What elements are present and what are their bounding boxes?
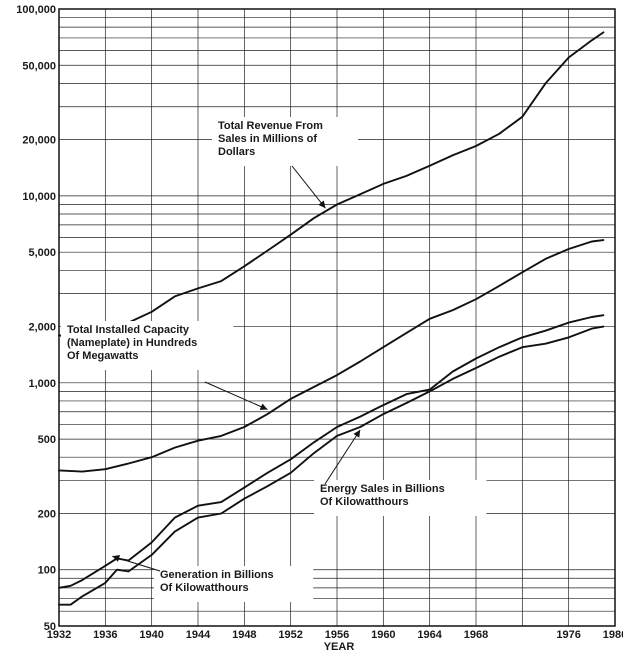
- y-tick-label: 100,000: [16, 4, 56, 16]
- annotation-generation-line: Generation in Billions: [160, 569, 274, 581]
- x-tick-label: 1940: [139, 629, 163, 641]
- annotation-arrowhead-generation: [112, 555, 121, 562]
- x-tick-label: 1956: [325, 629, 349, 641]
- y-tick-label: 200: [38, 508, 56, 520]
- x-tick-label: 1976: [556, 629, 580, 641]
- y-tick-label: 10,000: [22, 191, 56, 203]
- x-tick-label: 1980: [603, 629, 623, 641]
- series-line-energy: [58, 325, 605, 606]
- annotation-revenue-line: Total Revenue From: [218, 120, 323, 132]
- annotation-capacity-line: Of Megawatts: [67, 350, 139, 362]
- annotation-box-revenue: [212, 117, 358, 166]
- y-tick-label: 1,000: [28, 378, 56, 390]
- y-tick-label: 50: [44, 621, 56, 633]
- series-line-revenue: [58, 31, 605, 340]
- annotation-arrowhead-revenue: [318, 200, 326, 209]
- annotation-generation-line: Of Kilowatthours: [160, 582, 249, 594]
- annotation-leader-energy: [324, 429, 361, 485]
- annotation-leader-generation: [112, 555, 161, 572]
- x-tick-label: 1952: [278, 629, 302, 641]
- annotation-revenue-line: Sales in Millions of: [218, 133, 317, 145]
- annotation-arrowhead-capacity: [259, 403, 268, 410]
- annotation-leader-capacity: [204, 381, 268, 410]
- series-line-capacity: [58, 239, 605, 473]
- annotation-box-generation: [154, 566, 314, 602]
- x-tick-label: 1960: [371, 629, 395, 641]
- annotation-arrowhead-energy: [353, 429, 361, 438]
- plot-frame: [58, 8, 616, 627]
- grid-lines: [58, 8, 616, 627]
- x-tick-label: 1968: [464, 629, 488, 641]
- annotation-box-energy: [314, 480, 487, 516]
- annotation-capacity-line: (Nameplate) in Hundreds: [67, 337, 197, 349]
- y-tick-label: 20,000: [22, 135, 56, 147]
- annotation-box-capacity: [61, 321, 234, 370]
- y-tick-label: 100: [38, 565, 56, 577]
- y-tick-label: 5,000: [28, 247, 56, 259]
- x-tick-label: 1964: [417, 629, 442, 641]
- x-tick-label: 1932: [47, 629, 71, 641]
- y-tick-label: 500: [38, 434, 56, 446]
- x-tick-label: 1948: [232, 629, 256, 641]
- y-tick-label: 2,000: [28, 322, 56, 334]
- annotation-revenue-line: Dollars: [218, 146, 255, 158]
- axes: 50 100 200 500 1,000 2,000 5,000 10,000 20,000 50…: [16, 4, 623, 641]
- annotation-energy-line: Energy Sales in Billions: [320, 483, 445, 495]
- annotation-capacity-line: Total Installed Capacity: [67, 324, 190, 336]
- annotation-leader-revenue: [291, 165, 326, 209]
- x-tick-label: 1944: [186, 629, 211, 641]
- y-tick-label: 50,000: [22, 60, 56, 72]
- x-tick-label: 1936: [93, 629, 117, 641]
- x-axis-title: YEAR: [324, 641, 355, 652]
- annotation-energy-line: Of Kilowatthours: [320, 496, 409, 508]
